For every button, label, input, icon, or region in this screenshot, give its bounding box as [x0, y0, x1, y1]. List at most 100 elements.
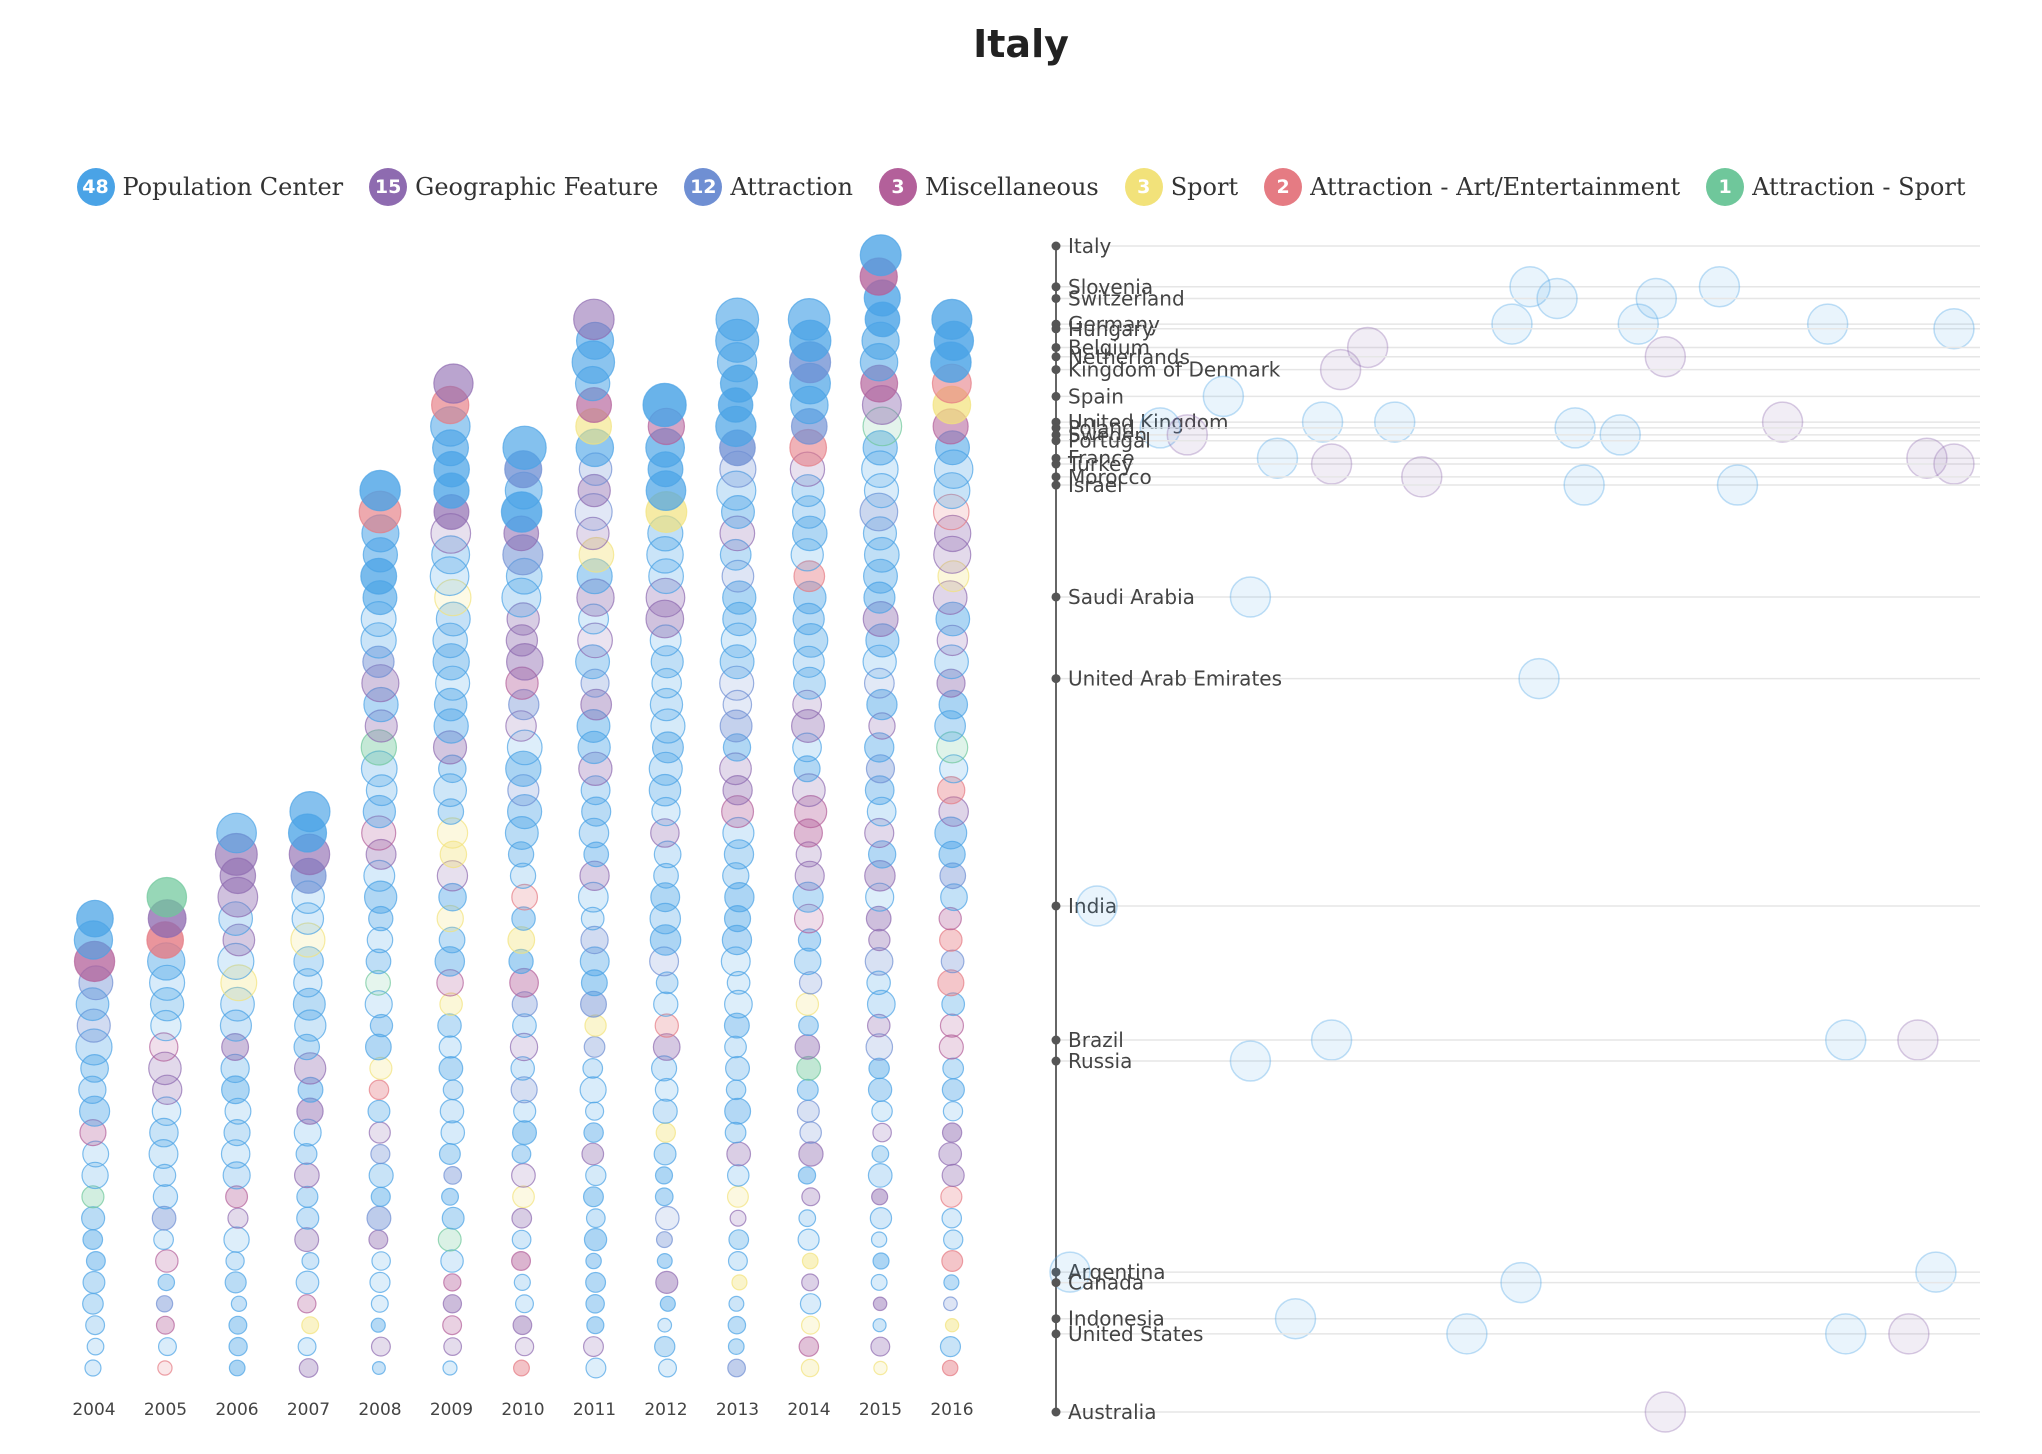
country-dot[interactable]	[1518, 657, 1560, 700]
year-dot[interactable]	[152, 1184, 179, 1210]
year-dot[interactable]	[360, 729, 398, 766]
year-dot[interactable]	[439, 1098, 465, 1124]
year-dot[interactable]	[432, 730, 468, 765]
year-dot[interactable]	[441, 1187, 460, 1206]
year-dot[interactable]	[576, 516, 610, 551]
country-dot[interactable]	[1933, 443, 1975, 485]
year-dot[interactable]	[941, 1078, 965, 1102]
year-dot[interactable]	[509, 862, 537, 890]
year-dot[interactable]	[510, 1076, 538, 1104]
year-dot[interactable]	[512, 1185, 535, 1209]
country-dot[interactable]	[1166, 414, 1209, 456]
year-dot[interactable]	[932, 493, 970, 531]
country-dot[interactable]	[1491, 303, 1533, 345]
year-dot[interactable]	[362, 645, 395, 679]
country-dot[interactable]	[1644, 1391, 1687, 1433]
country-dot[interactable]	[1202, 375, 1245, 418]
country-dot[interactable]	[1554, 407, 1596, 449]
year-dot[interactable]	[440, 1120, 466, 1145]
year-dot[interactable]	[869, 1206, 893, 1230]
country-dot[interactable]	[1274, 1297, 1317, 1340]
year-dot[interactable]	[149, 1117, 179, 1148]
year-dot[interactable]	[655, 971, 679, 995]
country-dot[interactable]	[1139, 407, 1181, 449]
year-dot[interactable]	[511, 883, 539, 911]
year-dot[interactable]	[293, 1162, 320, 1189]
year-dot[interactable]	[798, 1141, 824, 1167]
year-dot[interactable]	[437, 1227, 462, 1252]
year-dot[interactable]	[369, 1013, 394, 1038]
year-dot[interactable]	[297, 1337, 317, 1357]
year-dot[interactable]	[801, 1187, 821, 1207]
year-dot[interactable]	[933, 514, 972, 553]
year-dot[interactable]	[938, 906, 962, 931]
year-dot[interactable]	[361, 664, 400, 703]
country-dot[interactable]	[1301, 401, 1344, 443]
year-dot[interactable]	[796, 1055, 822, 1081]
year-dot[interactable]	[82, 1270, 106, 1294]
year-dot[interactable]	[293, 1052, 327, 1085]
year-dot[interactable]	[942, 1100, 964, 1122]
year-dot[interactable]	[939, 1335, 962, 1358]
year-dot[interactable]	[511, 1250, 532, 1271]
year-dot[interactable]	[363, 686, 399, 723]
year-dot[interactable]	[155, 1249, 179, 1273]
country-dot[interactable]	[1716, 464, 1759, 506]
country-dot[interactable]	[1563, 464, 1605, 506]
year-dot[interactable]	[583, 1227, 608, 1252]
year-dot[interactable]	[443, 1273, 462, 1292]
year-dot[interactable]	[217, 942, 255, 981]
year-dot[interactable]	[296, 1206, 320, 1230]
year-dot[interactable]	[727, 1338, 745, 1355]
year-dot[interactable]	[370, 1336, 391, 1357]
year-dot[interactable]	[793, 560, 826, 593]
year-dot[interactable]	[652, 1098, 678, 1124]
year-dot[interactable]	[650, 882, 681, 913]
year-dot[interactable]	[582, 1336, 604, 1358]
year-dot[interactable]	[225, 1251, 245, 1271]
year-dot[interactable]	[576, 558, 613, 595]
year-dot[interactable]	[433, 363, 474, 404]
year-dot[interactable]	[507, 926, 536, 954]
year-dot[interactable]	[652, 1033, 681, 1061]
year-dot[interactable]	[654, 1013, 679, 1038]
year-dot[interactable]	[862, 644, 897, 680]
year-dot[interactable]	[224, 1097, 252, 1125]
year-dot[interactable]	[865, 882, 895, 912]
year-dot[interactable]	[220, 964, 258, 1002]
year-dot[interactable]	[512, 1013, 537, 1038]
year-dot[interactable]	[725, 1055, 751, 1081]
year-dot[interactable]	[220, 1139, 251, 1169]
year-dot[interactable]	[787, 298, 831, 341]
year-dot[interactable]	[724, 989, 753, 1019]
year-dot[interactable]	[865, 1033, 894, 1061]
year-dot[interactable]	[798, 1015, 819, 1036]
year-dot[interactable]	[76, 899, 114, 938]
year-dot[interactable]	[509, 967, 539, 998]
year-dot[interactable]	[146, 876, 188, 918]
year-dot[interactable]	[940, 1185, 963, 1208]
year-dot[interactable]	[443, 1165, 463, 1185]
year-dot[interactable]	[870, 1231, 888, 1248]
year-dot[interactable]	[293, 1118, 322, 1147]
year-dot[interactable]	[872, 1296, 888, 1312]
year-dot[interactable]	[658, 1358, 678, 1378]
year-dot[interactable]	[576, 578, 615, 617]
year-dot[interactable]	[151, 1205, 177, 1231]
year-dot[interactable]	[800, 1315, 820, 1335]
year-dot[interactable]	[655, 1205, 680, 1231]
year-dot[interactable]	[151, 1096, 182, 1126]
year-dot[interactable]	[292, 987, 326, 1021]
year-dot[interactable]	[573, 298, 615, 341]
year-dot[interactable]	[649, 687, 684, 722]
year-dot[interactable]	[84, 1359, 102, 1377]
year-dot[interactable]	[296, 1097, 324, 1125]
year-dot[interactable]	[862, 406, 903, 447]
year-dot[interactable]	[289, 790, 331, 833]
year-dot[interactable]	[791, 474, 825, 508]
year-dot[interactable]	[867, 840, 897, 869]
year-dot[interactable]	[720, 495, 755, 530]
year-dot[interactable]	[939, 1013, 965, 1038]
year-dot[interactable]	[360, 622, 397, 659]
year-dot[interactable]	[434, 946, 466, 977]
